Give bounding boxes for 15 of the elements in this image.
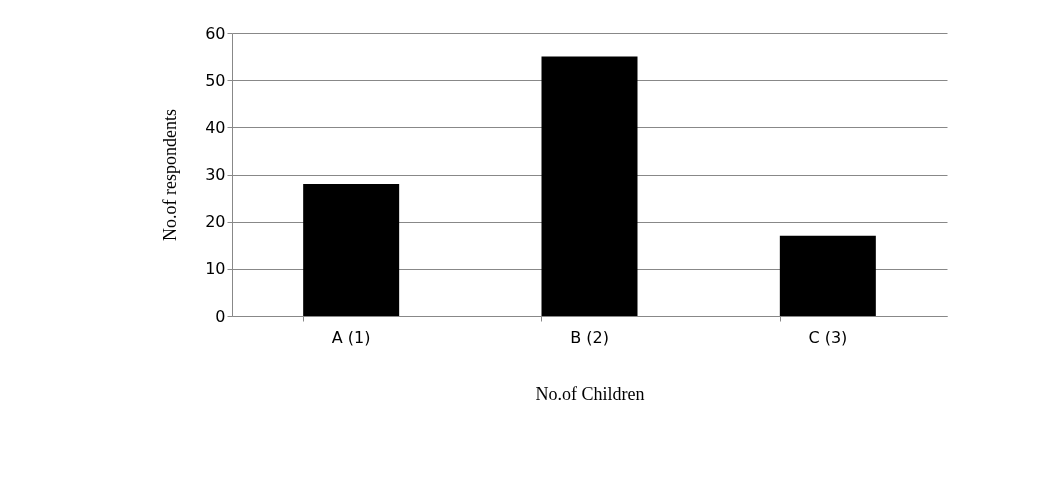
y-tick-label: 40 — [205, 117, 226, 137]
y-tick-label: 10 — [205, 259, 226, 279]
x-axis-title: No.of Children — [535, 383, 645, 404]
y-tick-label: 20 — [205, 212, 226, 232]
y-tick-label: 0 — [215, 306, 226, 326]
bar — [541, 56, 638, 316]
bar — [303, 183, 400, 316]
x-tick-label: A (1) — [331, 327, 371, 347]
y-tick-label: 50 — [205, 70, 226, 90]
y-axis-title: No.of respondents — [160, 109, 181, 241]
x-tick-label: C (3) — [808, 327, 848, 347]
y-tick-label: 60 — [205, 23, 226, 43]
y-tick-label: 30 — [205, 165, 226, 184]
x-tick-label: B (2) — [570, 327, 609, 347]
bar — [779, 235, 876, 316]
